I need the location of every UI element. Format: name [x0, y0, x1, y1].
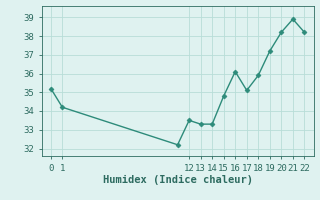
X-axis label: Humidex (Indice chaleur): Humidex (Indice chaleur) [103, 175, 252, 185]
